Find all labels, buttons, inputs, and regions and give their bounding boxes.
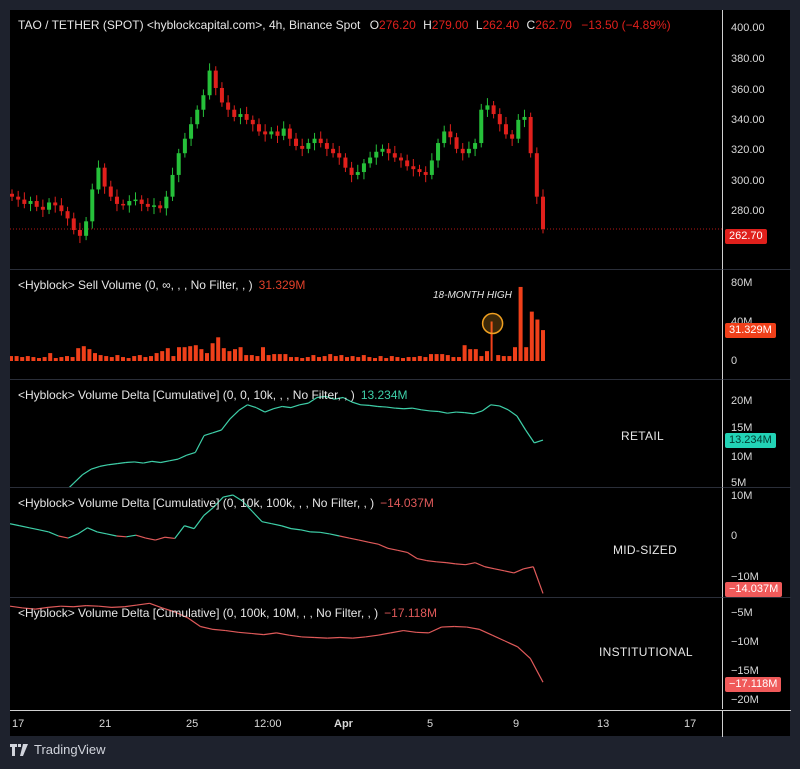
low-value: 262.40 [482, 18, 520, 32]
inst-tick: −20M [731, 694, 759, 706]
time-tick: 9 [513, 718, 520, 730]
institutional-delta-pane[interactable]: <Hyblock> Volume Delta [Cumulative] (0, … [10, 598, 722, 709]
price-tick: 400.00 [731, 22, 765, 34]
retail-axis[interactable]: 20M 15M 10M 5M 13.234M [722, 380, 791, 488]
inst-tick: −15M [731, 665, 759, 677]
price-legend: TAO / TETHER (SPOT) <hyblockcapital.com>… [18, 18, 671, 32]
price-tick: 320.00 [731, 144, 765, 156]
mid-legend: <Hyblock> Volume Delta [Cumulative] (0, … [18, 496, 434, 510]
mid-sized-delta-line [10, 494, 544, 594]
volume-tick: 80M [731, 277, 753, 289]
mid-sized-delta-pane[interactable]: <Hyblock> Volume Delta [Cumulative] (0, … [10, 488, 722, 598]
symbol-title: TAO / TETHER (SPOT) <hyblockcapital.com>… [18, 18, 361, 32]
institutional-title: <Hyblock> Volume Delta [Cumulative] (0, … [18, 606, 379, 620]
sell-volume-axis[interactable]: 80M 40M 0 31.329M [722, 270, 791, 380]
price-tick: 340.00 [731, 114, 765, 126]
retail-title: <Hyblock> Volume Delta [Cumulative] (0, … [18, 388, 355, 402]
time-tick: 25 [186, 718, 199, 730]
retail-tick: 5M [731, 477, 747, 488]
sell-volume-badge: 31.329M [725, 323, 776, 338]
price-axis[interactable]: 400.00 380.00 360.00 340.00 320.00 300.0… [722, 10, 791, 270]
mid-tick: −10M [731, 571, 759, 583]
price-tick: 300.00 [731, 175, 765, 187]
mid-tick: 10M [731, 490, 753, 502]
institutional-legend: <Hyblock> Volume Delta [Cumulative] (0, … [18, 606, 437, 620]
time-tick: 5 [427, 718, 434, 730]
sell-volume-value: 31.329M [258, 278, 306, 292]
retail-legend: <Hyblock> Volume Delta [Cumulative] (0, … [18, 388, 408, 402]
institutional-badge: −17.118M [725, 677, 782, 692]
mid-tick: 0 [731, 530, 738, 542]
institutional-axis[interactable]: −5M −10M −15M −20M −17.118M [722, 598, 791, 709]
close-value: 262.70 [535, 18, 572, 32]
time-tick: 13 [597, 718, 610, 730]
time-axis[interactable]: 17 21 25 12:00 Apr 5 9 13 17 [10, 710, 722, 737]
high-value: 279.00 [431, 18, 469, 32]
mid-sized-label: MID-SIZED [613, 543, 678, 557]
price-pane[interactable]: TAO / TETHER (SPOT) <hyblockcapital.com>… [10, 10, 722, 270]
chart-frame: TAO / TETHER (SPOT) <hyblockcapital.com>… [10, 10, 791, 737]
close-label: C [526, 18, 536, 32]
sell-volume-bars [10, 286, 545, 361]
retail-tick: 20M [731, 395, 753, 407]
price-tick: 360.00 [731, 84, 765, 96]
candlestick-series [10, 63, 722, 244]
institutional-label: INSTITUTIONAL [599, 645, 693, 659]
mid-value: −14.037M [380, 496, 434, 510]
sell-volume-title: <Hyblock> Sell Volume (0, ∞, , , No Filt… [18, 278, 253, 292]
price-tick: 280.00 [731, 205, 765, 217]
inst-tick: −10M [731, 636, 759, 648]
tradingview-logo-icon [10, 743, 28, 756]
change-value: −13.50 (−4.89%) [581, 18, 671, 32]
time-tick: 17 [12, 718, 25, 730]
high-label: H [423, 18, 432, 32]
annotation-18-month-high: 18-MONTH HIGH [433, 290, 512, 301]
retail-label: RETAIL [621, 429, 664, 443]
retail-tick: 10M [731, 451, 753, 463]
sell-volume-legend: <Hyblock> Sell Volume (0, ∞, , , No Filt… [18, 278, 305, 292]
mid-badge: −14.037M [725, 582, 783, 597]
mid-title: <Hyblock> Volume Delta [Cumulative] (0, … [18, 496, 375, 510]
time-tick: 17 [684, 718, 697, 730]
retail-value: 13.234M [360, 388, 408, 402]
retail-delta-pane[interactable]: <Hyblock> Volume Delta [Cumulative] (0, … [10, 380, 722, 488]
retail-tick: 15M [731, 422, 753, 434]
retail-delta-line [68, 395, 544, 487]
time-tick: 12:00 [254, 718, 282, 730]
time-tick-month: Apr [334, 718, 353, 730]
axis-corner [722, 710, 791, 737]
low-label: L [475, 18, 483, 32]
institutional-delta-line [10, 602, 544, 683]
retail-badge: 13.234M [725, 433, 776, 448]
sell-volume-pane[interactable]: <Hyblock> Sell Volume (0, ∞, , , No Filt… [10, 270, 722, 380]
volume-tick: 0 [731, 355, 738, 367]
open-label: O [369, 18, 380, 32]
mid-axis[interactable]: 10M 0 −10M −14.037M [722, 488, 791, 598]
footer: TradingView [10, 742, 106, 757]
inst-tick: −5M [731, 607, 753, 619]
tradingview-brand: TradingView [34, 742, 106, 757]
last-price-badge: 262.70 [725, 229, 767, 244]
open-value: 276.20 [379, 18, 416, 32]
institutional-value: −17.118M [384, 606, 437, 620]
time-tick: 21 [99, 718, 112, 730]
price-tick: 380.00 [731, 53, 765, 65]
